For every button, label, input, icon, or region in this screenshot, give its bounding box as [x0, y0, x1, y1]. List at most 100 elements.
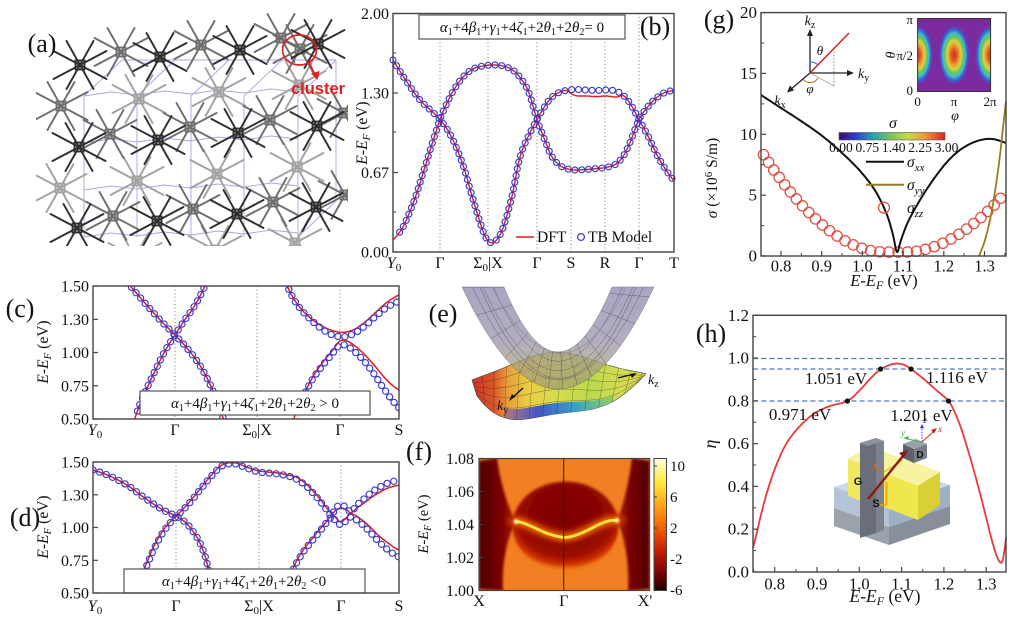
- svg-text:E-EF (eV): E-EF (eV): [35, 495, 54, 559]
- svg-text:kz: kz: [648, 373, 659, 390]
- svg-text:1.0: 1.0: [728, 349, 749, 368]
- svg-text:-2: -2: [670, 552, 683, 568]
- svg-text:TB Model: TB Model: [588, 229, 652, 246]
- svg-text:0.75: 0.75: [855, 140, 879, 155]
- svg-text:φ: φ: [951, 109, 959, 124]
- svg-text:1.116 eV: 1.116 eV: [926, 368, 988, 387]
- svg-text:10: 10: [670, 459, 685, 475]
- svg-text:1.201 eV: 1.201 eV: [890, 406, 953, 425]
- svg-text:1.06: 1.06: [446, 484, 474, 501]
- svg-text:θ: θ: [884, 51, 899, 58]
- svg-text:1.30: 1.30: [61, 312, 89, 329]
- svg-text:Y0: Y0: [88, 422, 103, 441]
- svg-text:θ: θ: [817, 43, 824, 58]
- svg-text:0.9: 0.9: [807, 575, 828, 594]
- svg-text:σ: σ: [889, 115, 898, 132]
- svg-text:ky: ky: [497, 399, 508, 416]
- svg-text:α1+4β1+γ1+4ζ1+2θ1+2θ2 > 0: α1+4β1+γ1+4ζ1+2θ1+2θ2 > 0: [171, 396, 339, 414]
- svg-text:1.1: 1.1: [893, 257, 914, 276]
- svg-text:0.00: 0.00: [829, 140, 853, 155]
- svg-text:0.50: 0.50: [61, 586, 89, 603]
- svg-text:0.8: 0.8: [771, 257, 792, 276]
- svg-text:DFT: DFT: [537, 229, 567, 246]
- svg-text:σzz: σzz: [907, 200, 924, 220]
- svg-text:kx: kx: [774, 94, 785, 111]
- svg-text:(b): (b): [640, 12, 670, 41]
- svg-text:0.9: 0.9: [811, 257, 832, 276]
- svg-text:Γ: Γ: [171, 598, 180, 615]
- svg-text:10: 10: [740, 125, 757, 144]
- svg-text:Γ: Γ: [559, 593, 568, 610]
- svg-text:S: S: [872, 498, 879, 510]
- svg-text:5: 5: [749, 186, 758, 205]
- svg-text:S: S: [567, 255, 576, 272]
- svg-text:π/2: π/2: [896, 48, 913, 63]
- svg-text:E-EF (eV): E-EF (eV): [849, 271, 917, 292]
- svg-text:0: 0: [914, 94, 921, 109]
- svg-text:Y0: Y0: [387, 255, 402, 274]
- svg-text:Γ: Γ: [532, 255, 541, 272]
- svg-text:1.0: 1.0: [852, 257, 873, 276]
- svg-text:Γ: Γ: [335, 422, 344, 439]
- svg-text:0.50: 0.50: [61, 412, 89, 429]
- svg-text:Σ0|X: Σ0|X: [473, 255, 503, 274]
- svg-text:Σ0|X: Σ0|X: [242, 422, 272, 441]
- svg-text:1.30: 1.30: [61, 487, 89, 504]
- svg-text:z: z: [922, 415, 927, 425]
- svg-text:2: 2: [670, 521, 678, 537]
- svg-text:Σ0|X: Σ0|X: [244, 598, 274, 617]
- svg-text:E-EF (eV): E-EF (eV): [848, 586, 920, 608]
- svg-text:(h): (h): [696, 319, 726, 348]
- svg-text:20: 20: [740, 3, 757, 22]
- svg-text:x: x: [937, 424, 942, 434]
- svg-text:1.2: 1.2: [728, 306, 749, 325]
- svg-text:0.75: 0.75: [61, 378, 89, 395]
- svg-text:-6: -6: [670, 583, 683, 599]
- svg-text:0.6: 0.6: [728, 434, 749, 453]
- svg-text:π: π: [951, 94, 958, 109]
- svg-text:kz: kz: [805, 14, 816, 31]
- svg-text:1.02: 1.02: [446, 550, 474, 567]
- svg-text:cluster: cluster: [291, 80, 346, 98]
- svg-text:2.00: 2.00: [361, 6, 389, 23]
- svg-text:1.30: 1.30: [361, 86, 389, 103]
- svg-text:1.2: 1.2: [934, 575, 955, 594]
- svg-text:D: D: [916, 450, 923, 461]
- svg-text:σ (×106 S/m): σ (×106 S/m): [703, 138, 721, 218]
- svg-text:1.0: 1.0: [849, 575, 870, 594]
- svg-text:(f): (f): [406, 437, 432, 466]
- svg-text:E-EF (eV): E-EF (eV): [416, 494, 434, 554]
- svg-text:0.00: 0.00: [361, 245, 389, 262]
- svg-text:Jxx: Jxx: [871, 461, 885, 474]
- svg-text:1.04: 1.04: [446, 517, 474, 534]
- svg-text:3.00: 3.00: [935, 140, 959, 155]
- svg-text:α1+4β1+γ1+4ζ1+2θ1+2θ2 <0: α1+4β1+γ1+4ζ1+2θ1+2θ2 <0: [162, 574, 326, 592]
- svg-text:0.75: 0.75: [61, 553, 89, 570]
- svg-text:1.00: 1.00: [61, 345, 89, 362]
- svg-text:1.08: 1.08: [446, 451, 474, 468]
- svg-text:6: 6: [670, 490, 678, 506]
- svg-text:1.40: 1.40: [882, 140, 906, 155]
- svg-text:0.4: 0.4: [728, 477, 750, 496]
- svg-text:η: η: [700, 439, 720, 448]
- svg-text:0.8: 0.8: [728, 391, 749, 410]
- svg-text:σyy: σyy: [907, 177, 925, 197]
- svg-text:ky: ky: [858, 67, 869, 84]
- svg-text:S: S: [395, 598, 404, 615]
- svg-text:φ: φ: [806, 81, 813, 96]
- svg-text:π: π: [906, 12, 913, 27]
- svg-text:1.051 eV: 1.051 eV: [805, 369, 868, 388]
- svg-text:E-EF (eV): E-EF (eV): [354, 101, 373, 165]
- svg-text:0.67: 0.67: [361, 165, 389, 182]
- svg-text:2π: 2π: [983, 94, 997, 109]
- svg-text:G: G: [854, 476, 863, 488]
- svg-text:E-EF (eV): E-EF (eV): [35, 320, 54, 384]
- svg-text:15: 15: [740, 64, 757, 83]
- svg-text:S: S: [395, 422, 404, 439]
- svg-text:Γ: Γ: [634, 255, 643, 272]
- svg-text:Γ: Γ: [336, 598, 345, 615]
- svg-text:(e): (e): [429, 299, 458, 328]
- svg-text:(g): (g): [704, 5, 734, 34]
- svg-text:1.2: 1.2: [933, 257, 954, 276]
- svg-text:(d): (d): [10, 503, 40, 532]
